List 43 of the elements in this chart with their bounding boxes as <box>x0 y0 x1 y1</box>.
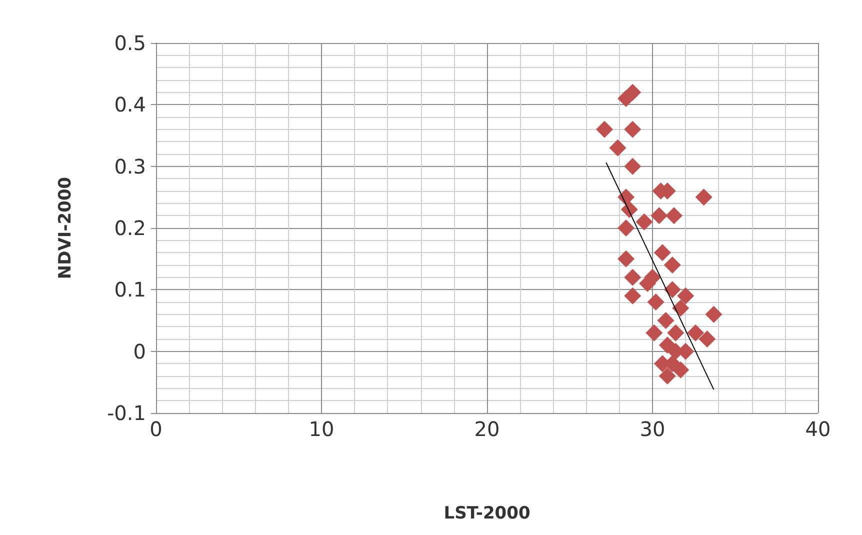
point <box>636 213 653 230</box>
point <box>695 188 712 206</box>
point <box>647 294 664 310</box>
x-tick-label: 20 <box>474 417 500 441</box>
point <box>650 207 668 224</box>
point <box>618 220 635 236</box>
y-tick-label: 0.1 <box>114 278 146 302</box>
point <box>620 201 638 218</box>
y-tick-label: 0.2 <box>114 216 146 240</box>
point <box>624 268 642 286</box>
point <box>667 324 684 342</box>
point <box>618 250 635 268</box>
point <box>666 207 683 224</box>
point <box>624 287 642 304</box>
y-tick-label: 0.5 <box>114 31 146 55</box>
y-tick-label: -0.1 <box>106 401 146 425</box>
point <box>672 361 690 378</box>
x-tick-label: 40 <box>805 417 831 441</box>
point <box>687 324 704 342</box>
y-tick-label: 0 <box>133 339 146 364</box>
point <box>698 330 716 348</box>
point <box>609 139 626 156</box>
point <box>624 84 642 101</box>
point <box>677 287 694 304</box>
x-axis-title: LST-2000 <box>444 504 530 524</box>
point <box>658 368 676 384</box>
point <box>658 336 676 354</box>
point <box>624 158 642 175</box>
point <box>624 120 642 138</box>
point <box>654 244 671 262</box>
x-tick-label: 0 <box>150 417 162 441</box>
point <box>705 306 722 323</box>
point <box>596 120 614 138</box>
x-tick-label: 10 <box>308 417 334 441</box>
y-tick-label: 0.3 <box>114 154 146 178</box>
y-tick-label: 0.4 <box>114 92 146 117</box>
point <box>646 324 663 342</box>
point <box>672 300 690 317</box>
x-tick-label: 30 <box>640 417 666 441</box>
point <box>664 281 681 298</box>
point <box>664 256 681 274</box>
point <box>657 312 674 329</box>
y-axis-title: NDVI-2000 <box>56 176 76 280</box>
